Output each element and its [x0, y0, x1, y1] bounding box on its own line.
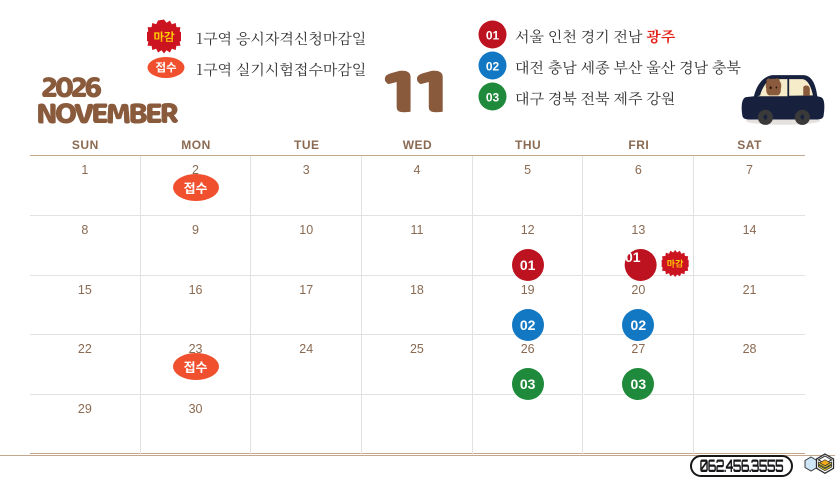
svg-text:01: 01 [486, 28, 500, 42]
svg-text:마감: 마감 [153, 29, 175, 45]
svg-text:03: 03 [486, 90, 500, 104]
svg-text:접수: 접수 [155, 59, 177, 75]
svg-text:마감: 마감 [667, 257, 684, 270]
svg-text:02: 02 [486, 59, 500, 73]
